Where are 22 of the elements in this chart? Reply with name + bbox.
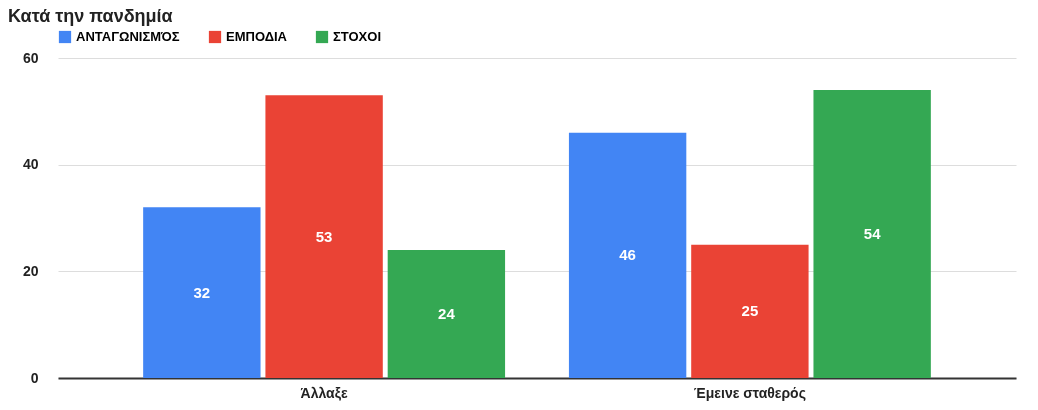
x-tick-label: Άλλαξε: [300, 384, 348, 401]
bar: [143, 207, 261, 378]
y-tick-label: 60: [22, 49, 39, 66]
data-label: 53: [315, 227, 333, 245]
legend-label: ΑΝΤΑΓΩΝΙΣΜΌΣ: [76, 29, 180, 44]
y-tick-label: 0: [30, 369, 39, 386]
data-label: 46: [619, 246, 636, 264]
legend-label: ΣΤΟΧΟΙ: [333, 29, 382, 44]
y-tick-label: 40: [22, 156, 39, 173]
data-label: 24: [438, 305, 456, 322]
legend-label: ΕΜΠΟΔΙΑ: [226, 29, 288, 44]
chart-title: Κατά την πανδημία: [8, 6, 173, 26]
y-tick-label: 20: [22, 262, 39, 279]
bar: [691, 244, 809, 378]
data-label: 25: [741, 302, 759, 320]
bar: [265, 95, 383, 378]
bar: [568, 132, 687, 378]
bar: [813, 90, 931, 378]
bar: [387, 250, 506, 378]
data-label: 54: [863, 225, 882, 242]
x-tick-label: Έμεινε σταθερός: [693, 384, 806, 401]
data-label: 32: [193, 283, 211, 301]
